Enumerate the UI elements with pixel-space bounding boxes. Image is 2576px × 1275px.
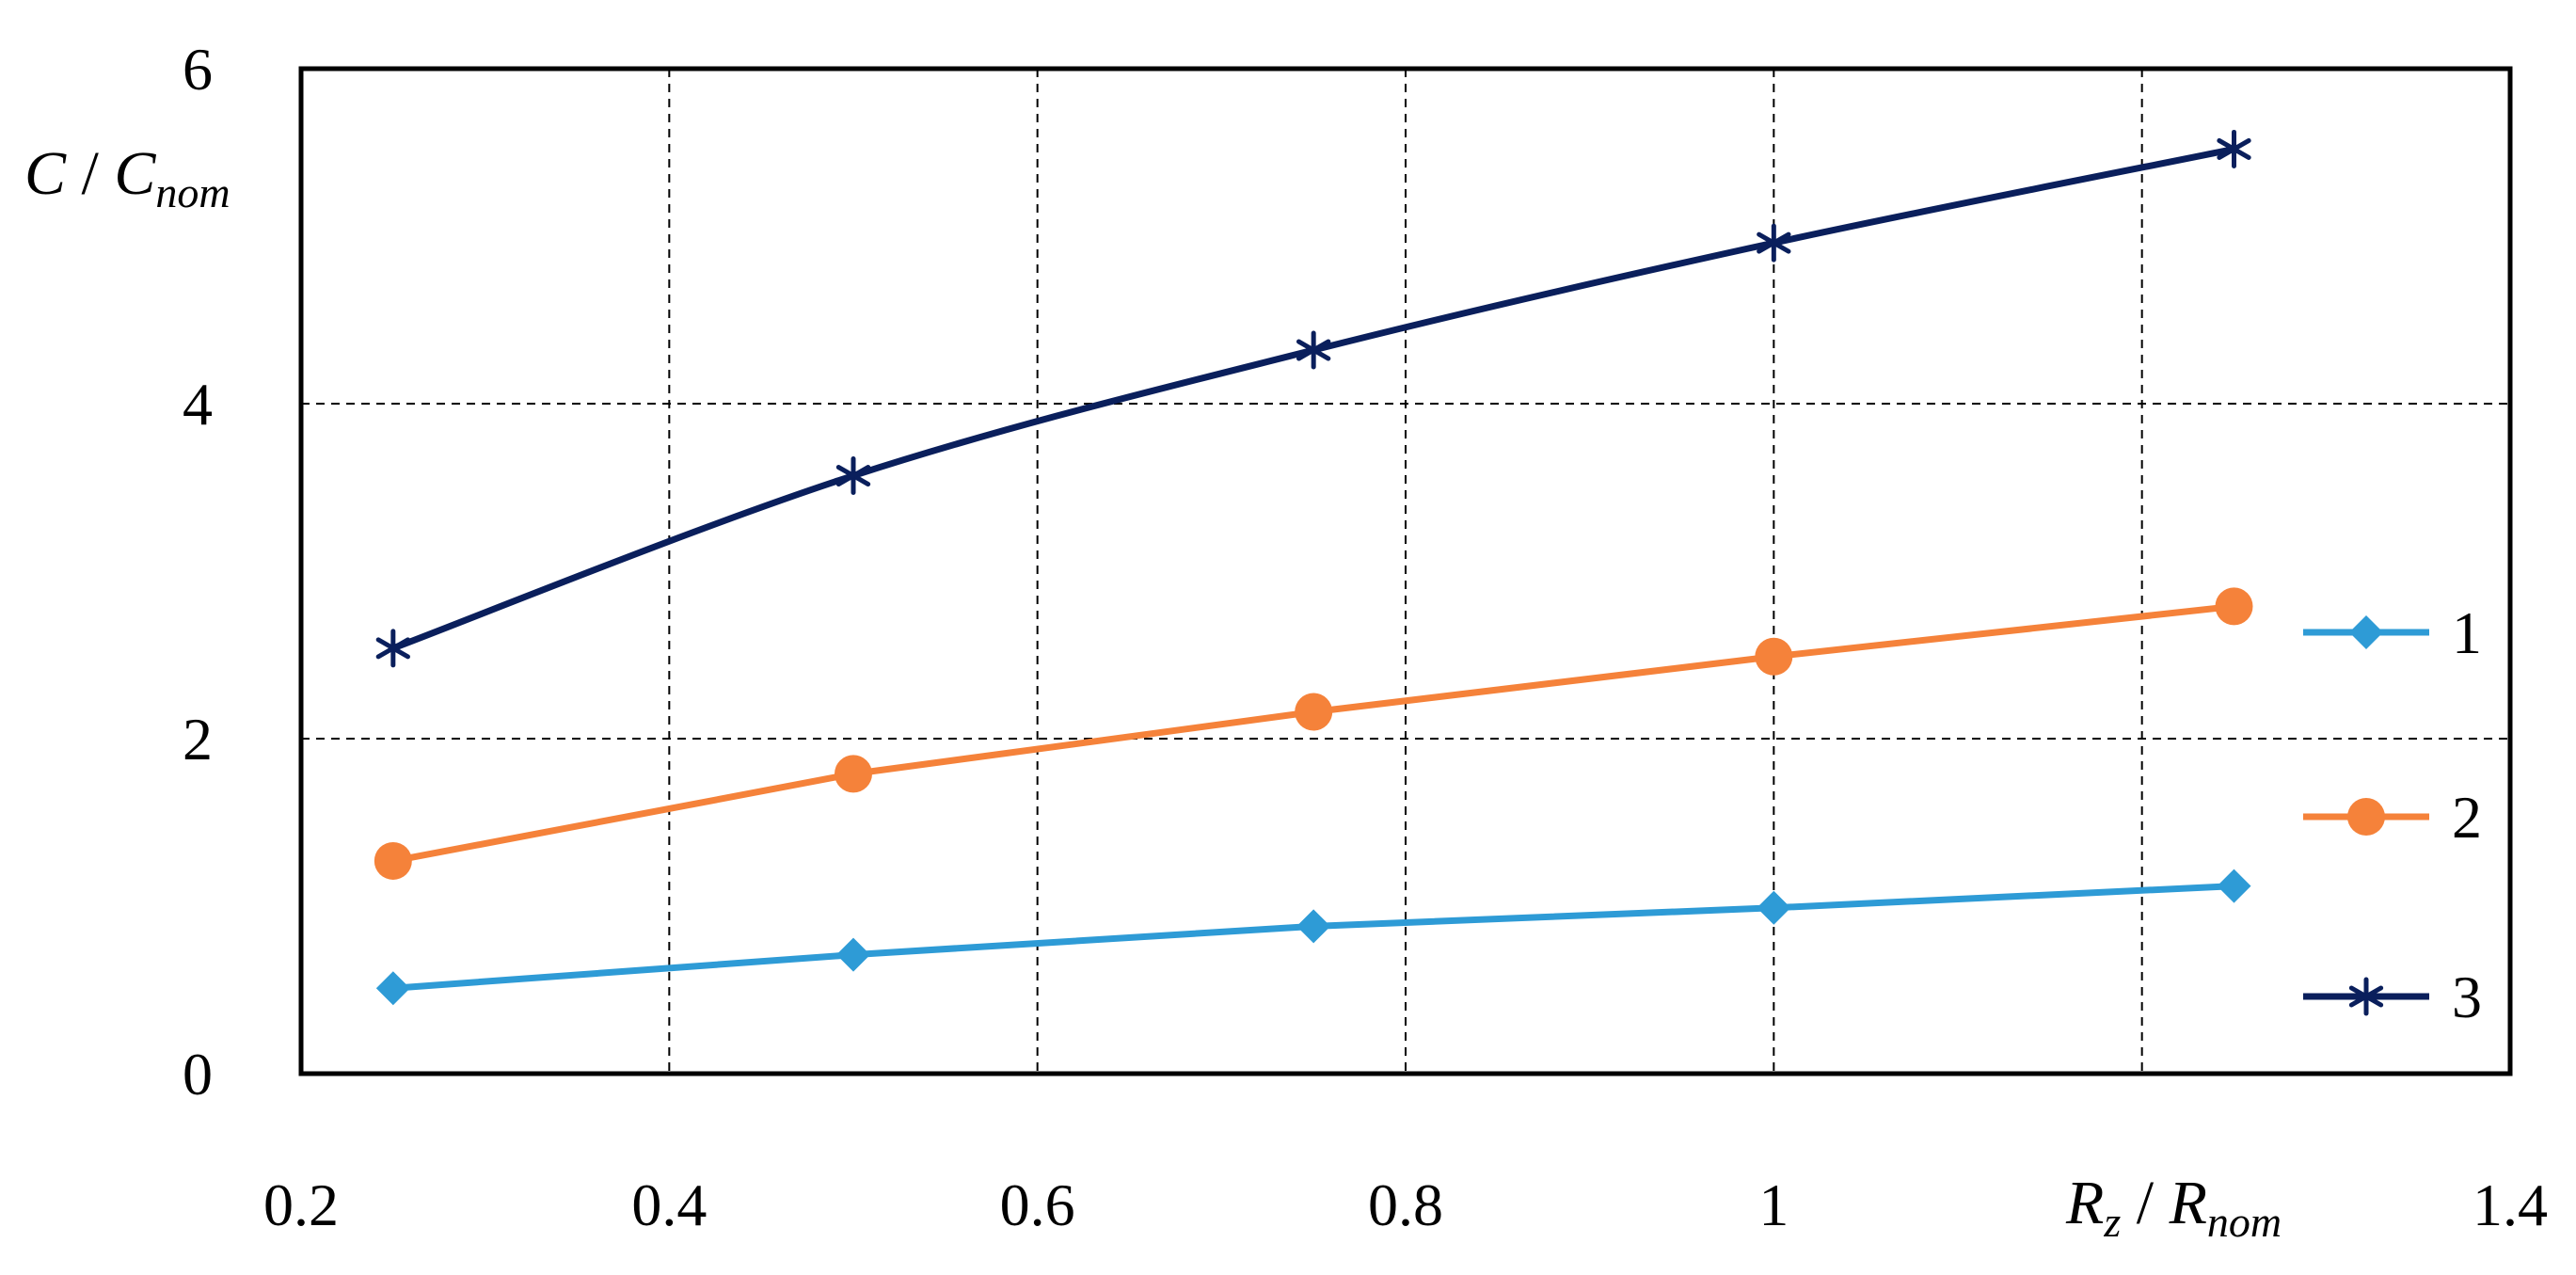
series-3	[375, 129, 2251, 668]
y-tick-label: 2	[183, 706, 213, 773]
series-3-point	[835, 456, 871, 496]
series-2-point	[2215, 587, 2253, 626]
legend: 1 2 3	[2303, 599, 2482, 1030]
x-tick-label: 1.4	[2473, 1171, 2548, 1238]
x-tick-label: 0.2	[263, 1171, 339, 1238]
legend-entry-2: 2	[2303, 784, 2482, 851]
plot-area-frame	[298, 66, 2513, 1076]
legend-swatch-marker	[2347, 798, 2385, 836]
series-1-point	[375, 971, 410, 1006]
x-axis-title: Rz / Rnom	[2065, 1169, 2282, 1246]
legend-swatch-marker	[2349, 615, 2383, 649]
series-3-point	[375, 629, 410, 668]
series-3-point	[1296, 330, 1331, 370]
series-2-point	[1755, 637, 1793, 676]
legend-entry-1: 1	[2303, 599, 2482, 666]
series-2	[374, 587, 2253, 880]
x-tick-label: 0.4	[631, 1171, 707, 1238]
series-3-point	[2217, 129, 2251, 168]
y-tick-label: 6	[183, 36, 213, 103]
legend-swatch-marker	[2348, 977, 2384, 1016]
series-1-point	[1296, 909, 1331, 944]
x-tick-label: 0.8	[1368, 1171, 1443, 1238]
legend-label: 1	[2452, 599, 2482, 666]
x-tick-label: 1	[1758, 1171, 1789, 1238]
series-2-point	[1295, 693, 1333, 731]
series-1-point	[1757, 890, 1791, 925]
x-tick-label: 0.6	[1000, 1171, 1075, 1238]
y-axis-title: C / Cnom	[24, 139, 231, 216]
series-1	[375, 869, 2251, 1006]
y-tick-label: 4	[183, 371, 213, 438]
series-3-point	[1757, 223, 1791, 263]
y-tick-label: 0	[183, 1041, 213, 1108]
series-2-point	[374, 841, 412, 880]
series-1-point	[836, 937, 870, 972]
tick-labels: 0.2 0.4 0.6 0.8 1 1.4 0 2 4 6	[183, 36, 2548, 1238]
series-layer	[374, 129, 2253, 1006]
series-1-point	[2217, 869, 2251, 903]
legend-entry-3: 3	[2303, 964, 2482, 1030]
legend-label: 2	[2452, 784, 2482, 851]
series-2-point	[835, 755, 872, 793]
legend-label: 3	[2452, 964, 2482, 1030]
